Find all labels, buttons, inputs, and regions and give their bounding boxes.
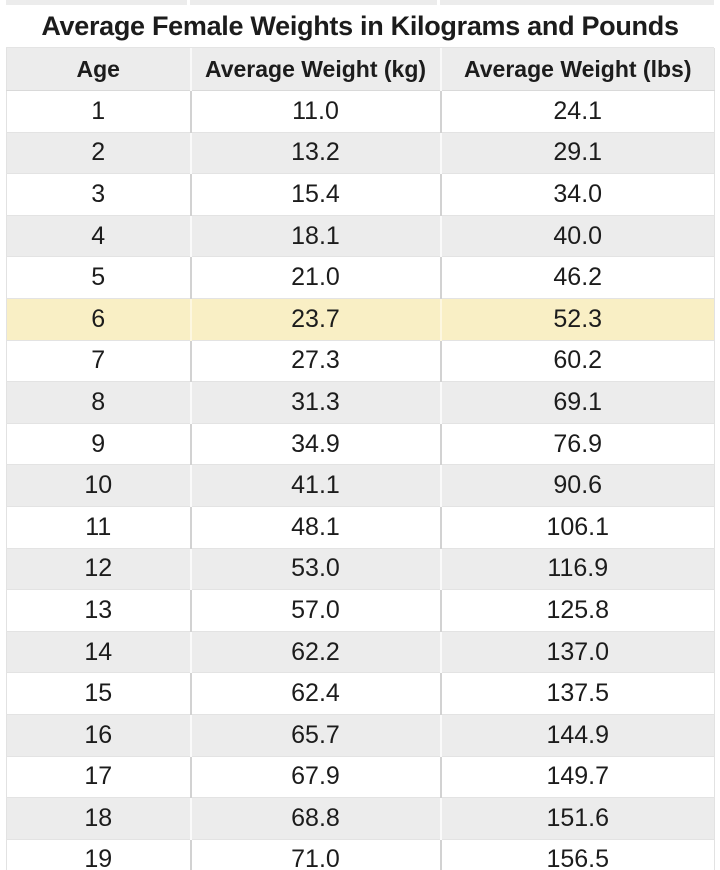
table-row: 18 68.8 151.6 [6, 797, 715, 840]
header-row: Age Average Weight (kg) Average Weight (… [6, 48, 715, 91]
table-row: 13 57.0 125.8 [6, 589, 715, 632]
table-row-highlighted: 6 23.7 52.3 [6, 297, 715, 341]
table-row: 11 48.1 106.1 [6, 505, 715, 549]
kg-cell: 13.2 [189, 131, 441, 174]
age-cell: 3 [6, 173, 191, 216]
kg-cell: 34.9 [189, 422, 441, 465]
age-cell: 7 [6, 339, 191, 382]
kg-cell: 11.0 [189, 90, 441, 133]
age-cell: 4 [6, 214, 191, 257]
lbs-cell: 40.0 [439, 214, 715, 257]
kg-cell: 62.4 [189, 672, 441, 715]
lbs-cell: 149.7 [439, 755, 715, 798]
age-cell: 11 [6, 505, 191, 549]
age-cell: 13 [6, 589, 191, 632]
age-cell: 6 [6, 297, 191, 341]
age-cell: 5 [6, 256, 191, 299]
table-row: 12 53.0 116.9 [6, 547, 715, 590]
partial-row-segment [190, 0, 437, 5]
table-row: 14 62.2 137.0 [6, 630, 715, 673]
lbs-cell: 52.3 [439, 297, 715, 341]
age-cell: 12 [6, 547, 191, 590]
lbs-cell: 151.6 [439, 797, 715, 840]
kg-cell: 48.1 [189, 505, 441, 549]
table-row: 15 62.4 137.5 [6, 672, 715, 715]
lbs-cell: 90.6 [439, 464, 715, 507]
kg-cell: 21.0 [189, 256, 441, 299]
table-row: 10 41.1 90.6 [6, 464, 715, 507]
age-cell: 10 [6, 464, 191, 507]
table-row: 17 67.9 149.7 [6, 755, 715, 798]
age-cell: 19 [6, 838, 191, 870]
kg-cell: 23.7 [189, 297, 441, 341]
table-row: 16 65.7 144.9 [6, 713, 715, 756]
table-row: 7 27.3 60.2 [6, 339, 715, 382]
table-title: Average Female Weights in Kilograms and … [6, 5, 714, 48]
lbs-cell: 144.9 [439, 713, 715, 756]
lbs-cell: 29.1 [439, 131, 715, 174]
kg-cell: 62.2 [189, 630, 441, 673]
lbs-cell: 106.1 [439, 505, 715, 549]
kg-cell: 15.4 [189, 173, 441, 216]
age-cell: 16 [6, 713, 191, 756]
lbs-cell: 76.9 [439, 422, 715, 465]
partial-row-top [6, 0, 714, 5]
age-cell: 2 [6, 131, 191, 174]
table-header: Age Average Weight (kg) Average Weight (… [6, 48, 715, 91]
age-cell: 1 [91, 96, 106, 125]
age-cell: 14 [6, 630, 191, 673]
column-header-age: Age [6, 48, 191, 91]
column-header-kg: Average Weight (kg) [189, 48, 441, 91]
weights-table: Age Average Weight (kg) Average Weight (… [6, 48, 715, 870]
kg-cell: 67.9 [189, 755, 441, 798]
age-cell: 15 [6, 672, 191, 715]
kg-cell: 71.0 [189, 838, 441, 870]
kg-cell: 57.0 [189, 589, 441, 632]
table-row: 3 15.4 34.0 [6, 173, 715, 216]
kg-cell: 41.1 [189, 464, 441, 507]
lbs-cell: 125.8 [439, 589, 715, 632]
kg-cell: 53.0 [189, 547, 441, 590]
age-cell: 17 [6, 755, 191, 798]
partial-row-segment [440, 0, 714, 5]
partial-row-segment [6, 0, 187, 5]
table-row: 19 71.0 156.5 [6, 838, 715, 870]
table-row: 5 21.0 46.2 [6, 256, 715, 299]
column-divider [437, 0, 440, 5]
table-row: 1 11.0 24.1 [6, 90, 715, 133]
kg-cell: 31.3 [189, 381, 441, 424]
lbs-cell: 116.9 [439, 547, 715, 590]
lbs-cell: 24.1 [439, 90, 715, 133]
lbs-cell: 34.0 [439, 173, 715, 216]
table-body: 1 11.0 24.1 2 13.2 29.1 3 15.4 34.0 4 18… [6, 90, 715, 870]
column-divider [187, 0, 190, 5]
lbs-cell: 156.5 [439, 838, 715, 870]
column-header-lbs: Average Weight (lbs) [439, 48, 715, 91]
age-cell: 9 [6, 422, 191, 465]
table-row: 8 31.3 69.1 [6, 381, 715, 424]
kg-cell: 27.3 [189, 339, 441, 382]
lbs-cell: 60.2 [439, 339, 715, 382]
kg-cell: 65.7 [189, 713, 441, 756]
lbs-cell: 69.1 [439, 381, 715, 424]
table-row: 9 34.9 76.9 [6, 422, 715, 465]
age-cell: 18 [6, 797, 191, 840]
lbs-cell: 137.5 [439, 672, 715, 715]
lbs-cell: 137.0 [439, 630, 715, 673]
kg-cell: 18.1 [189, 214, 441, 257]
table-row: 2 13.2 29.1 [6, 131, 715, 174]
kg-cell: 68.8 [189, 797, 441, 840]
table-row: 4 18.1 40.0 [6, 214, 715, 257]
age-cell: 8 [6, 381, 191, 424]
lbs-cell: 46.2 [439, 256, 715, 299]
